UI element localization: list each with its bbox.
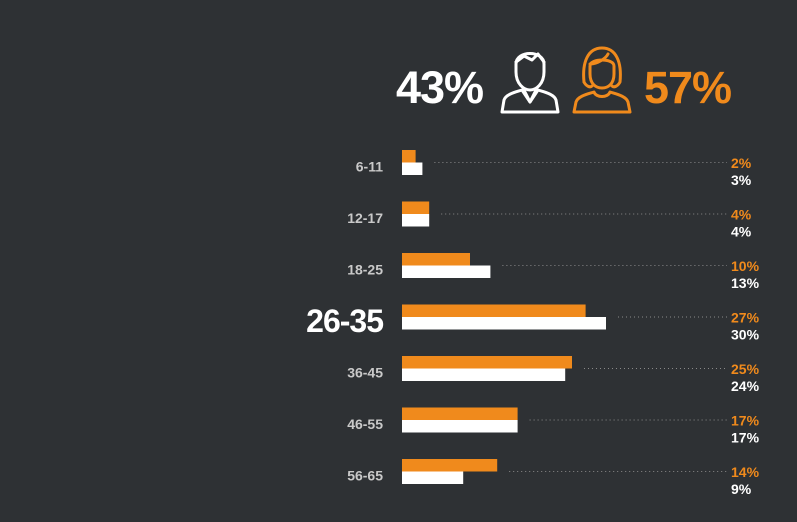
male-bar <box>402 471 464 484</box>
female-value-label: 17% <box>731 413 760 429</box>
female-value-label: 10% <box>731 258 760 274</box>
female-percent: 57% <box>644 62 732 113</box>
male-bar <box>402 317 606 330</box>
male-value-label: 13% <box>731 275 760 291</box>
category-label: 12-17 <box>347 210 383 226</box>
male-bar <box>402 368 566 381</box>
category-label: 18-25 <box>347 262 383 278</box>
male-value-label: 9% <box>731 481 752 497</box>
female-value-label: 25% <box>731 361 760 377</box>
female-bar <box>402 150 416 163</box>
male-value-label: 24% <box>731 378 760 394</box>
male-value-label: 17% <box>731 430 760 446</box>
male-percent: 43% <box>396 62 484 113</box>
gender-split-header: 43% 57% <box>0 40 797 120</box>
female-value-label: 4% <box>731 207 752 223</box>
female-bar <box>402 459 498 472</box>
female-bar <box>402 253 470 266</box>
male-bar <box>402 214 430 227</box>
man-icon <box>500 52 560 114</box>
woman-icon <box>572 46 632 114</box>
category-label: 36-45 <box>347 365 383 381</box>
female-value-label: 2% <box>731 155 752 171</box>
category-label: 56-65 <box>347 468 383 484</box>
female-value-label: 27% <box>731 310 760 326</box>
category-label: 46-55 <box>347 416 383 432</box>
female-bar <box>402 304 586 317</box>
category-label-highlighted: 26-35 <box>306 303 383 339</box>
female-bar <box>402 356 572 369</box>
male-value-label: 4% <box>731 224 752 240</box>
female-bar <box>402 407 518 420</box>
male-bar <box>402 420 518 433</box>
male-value-label: 3% <box>731 172 752 188</box>
female-bar <box>402 201 430 214</box>
male-bar <box>402 265 491 278</box>
male-bar <box>402 162 423 175</box>
category-label: 6-11 <box>356 159 383 175</box>
female-value-label: 14% <box>731 464 760 480</box>
male-value-label: 30% <box>731 327 760 343</box>
